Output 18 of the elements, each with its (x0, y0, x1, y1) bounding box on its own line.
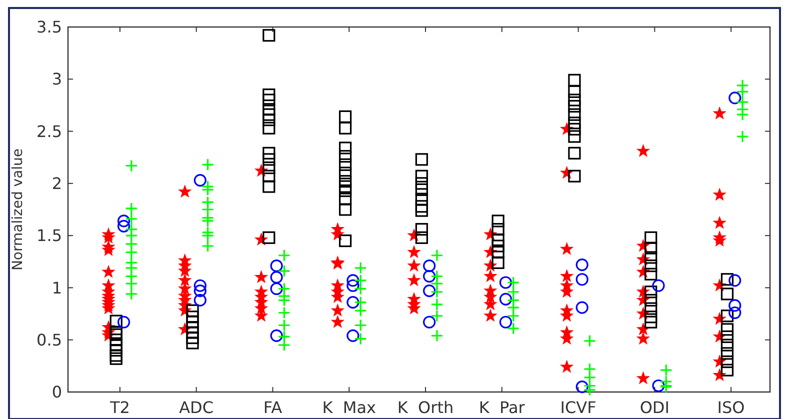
x-tick-label: ISO (717, 398, 745, 417)
x-tick-label: ODI (640, 398, 670, 417)
x-tick-label: T2 (108, 398, 130, 417)
y-tick-label: 3.5 (36, 18, 62, 37)
y-tick-label: 2.5 (36, 122, 62, 141)
y-tick-label: 0 (52, 382, 62, 402)
x-tick-label: K Par (478, 398, 526, 417)
x-tick-label: FA (263, 398, 282, 417)
y-tick-label: 1.5 (36, 226, 62, 246)
y-tick-label: 2 (52, 174, 62, 194)
x-tick-label: ICVF (560, 398, 596, 417)
y-tick-label: 0.5 (36, 330, 62, 350)
x-tick-label: ADC (179, 398, 214, 417)
y-axis-title: Normalized value (10, 148, 26, 271)
x-tick-label: K Max (322, 398, 376, 417)
y-tick-label: 3 (52, 70, 62, 89)
x-tick-label: K Orth (397, 398, 454, 417)
y-tick-label: 1 (52, 278, 62, 298)
